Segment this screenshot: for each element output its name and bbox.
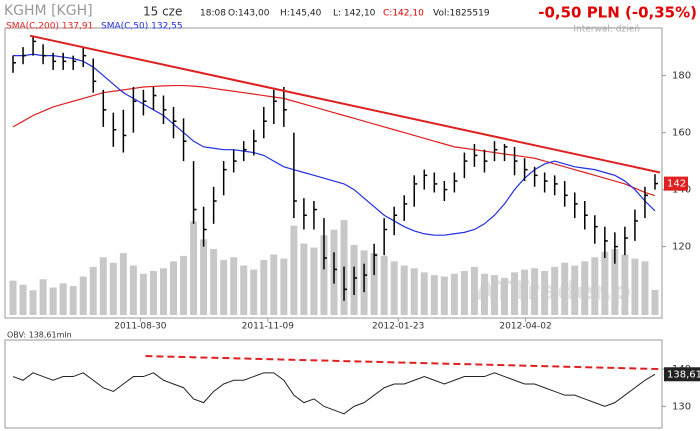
volume-bar — [571, 265, 579, 315]
volume-bar — [440, 276, 448, 315]
volume-bar — [480, 273, 488, 315]
volume-bar — [190, 221, 198, 315]
volume-bar — [470, 266, 478, 315]
trend-line — [29, 34, 661, 174]
volume-bar — [320, 235, 328, 315]
volume-bar — [210, 249, 218, 315]
legend-entry: SMA(C,50) 132,55 — [101, 22, 183, 32]
volume-bar — [250, 269, 258, 315]
volume-bar — [551, 266, 559, 315]
volume-bar — [280, 258, 288, 315]
volume-bar — [119, 253, 127, 315]
volume-bar — [300, 243, 308, 315]
volume-bar — [400, 265, 408, 315]
y-tick-label: 130 — [672, 401, 691, 412]
volume-bar — [380, 255, 388, 315]
volume-bar — [390, 261, 398, 315]
trend-line — [145, 355, 661, 371]
volume-bar — [561, 262, 569, 315]
volume-bar — [581, 261, 589, 315]
volume-bar — [200, 239, 208, 315]
ticker: KGHM [KGH] — [4, 3, 93, 19]
volume-bar — [39, 279, 47, 315]
volume-bar — [490, 275, 498, 315]
y-tick-label: 160 — [672, 128, 691, 139]
volume-bar — [220, 260, 228, 315]
x-tick-label: 2011-08-30 — [114, 322, 167, 332]
volume-bar — [450, 273, 458, 315]
volume-bar — [260, 260, 268, 315]
x-tick-label: 2012-04-02 — [499, 322, 551, 332]
legend-entry: SMA(C,200) 137,91 — [6, 22, 93, 32]
volume-bar — [310, 247, 318, 315]
last-value-box — [664, 176, 688, 191]
close: C:142,10 — [383, 9, 424, 19]
high: H:145,40 — [280, 9, 322, 19]
open: O:143,00 — [228, 9, 270, 19]
obv-panel — [4, 339, 663, 429]
volume-bar — [410, 268, 418, 315]
volume-bar — [270, 254, 278, 315]
y-tick-label: 120 — [672, 242, 691, 253]
panel-title: OBV: 138,61mln — [7, 331, 72, 340]
change: -0,50 PLN (-0,35%) — [538, 4, 697, 22]
volume-bar — [430, 275, 438, 315]
obv-line — [12, 372, 656, 415]
volume-bar — [631, 258, 639, 315]
volume-bar — [19, 284, 27, 315]
volume-bar — [109, 262, 117, 315]
main-panel — [4, 27, 663, 319]
volume-bar — [9, 280, 17, 315]
last-value-label: 142 — [667, 179, 686, 190]
low: L: 142,10 — [333, 9, 376, 19]
volume-bar — [149, 271, 157, 315]
interval: Interwał: dzień — [573, 25, 640, 35]
volume-bar — [621, 254, 629, 315]
volume-bar — [521, 269, 529, 315]
date: 15 cze — [143, 5, 182, 19]
volume-bar — [159, 268, 167, 315]
y-tick-label: 180 — [672, 71, 691, 82]
volume-bar — [420, 272, 428, 315]
volume-bar — [49, 287, 57, 315]
volume-bar — [601, 251, 609, 315]
volume-bar — [79, 276, 87, 315]
time: 18:08 — [200, 9, 226, 19]
x-tick-label: 2012-01-23 — [372, 322, 424, 332]
volume-bar — [99, 257, 107, 315]
volume-bar — [501, 277, 509, 315]
volume-bar — [460, 271, 468, 315]
volume-bar — [611, 249, 619, 315]
volume-bar — [29, 290, 37, 315]
volume-bar — [139, 273, 147, 315]
volume-bar — [370, 253, 378, 315]
volume-bar — [89, 266, 97, 315]
last-value-box — [664, 367, 700, 382]
volume-bar — [240, 265, 248, 315]
last-value-label: 138,61 — [667, 369, 700, 380]
volume-bar — [531, 268, 539, 315]
x-tick-label: 2011-11-09 — [242, 322, 295, 332]
volume: Vol:1825519 — [433, 9, 490, 19]
volume-bar — [511, 272, 519, 315]
volume-bar — [541, 271, 549, 315]
volume-bar — [651, 289, 659, 315]
volume-bar — [129, 265, 137, 315]
volume-bar — [230, 257, 238, 315]
sma-line — [13, 53, 656, 236]
volume-bar — [641, 261, 649, 315]
volume-bar — [591, 257, 599, 315]
volume-bar — [290, 225, 298, 315]
volume-bar — [170, 261, 178, 315]
volume-bar — [180, 255, 188, 315]
volume-bar — [59, 283, 67, 315]
volume-bar — [69, 286, 77, 315]
